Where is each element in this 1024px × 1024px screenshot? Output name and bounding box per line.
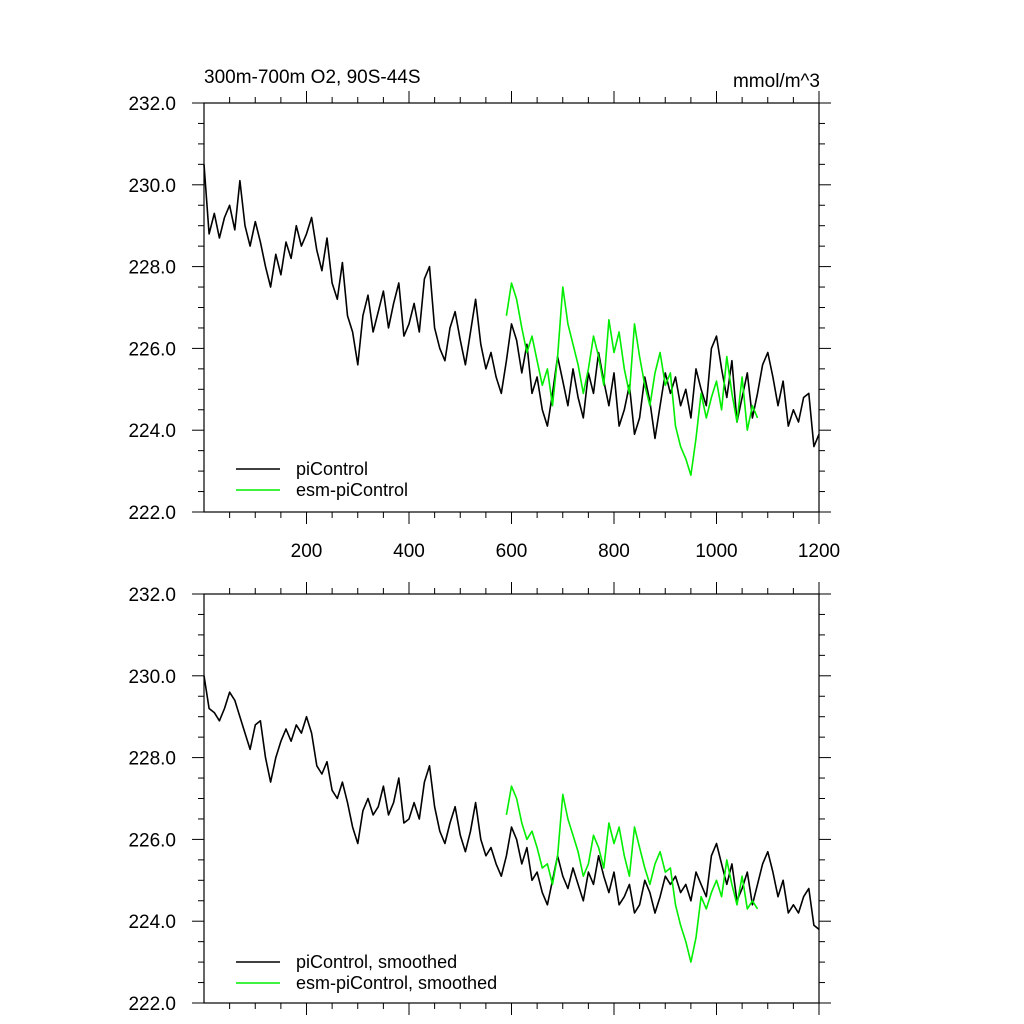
y-tick-label: 224.0 (128, 912, 176, 933)
y-tick-label: 228.0 (128, 749, 176, 770)
top-panel-y-tick-labels: 222.0 224.0 226.0 228.0 230.0 232.0 (128, 94, 176, 524)
x-tick-label: 1000 (695, 541, 737, 562)
bottom-panel-legend: piControl, smoothed esm-piControl, smoot… (236, 952, 497, 993)
bottom-panel-ticks (192, 582, 831, 1015)
bottom-panel-frame (203, 593, 820, 1004)
series-line-esm-picontrol-smoothed (505, 785, 759, 963)
y-tick-label: 232.0 (128, 585, 176, 606)
series-line-picontrol (203, 164, 820, 448)
top-panel-series (203, 164, 820, 477)
bottom-panel-y-tick-labels: 222.0 224.0 226.0 228.0 230.0 232.0 (128, 585, 176, 1015)
units-label: mmol/m^3 (733, 71, 820, 92)
top-panel: 300m-700m O2, 90S-44S mmol/m^3 222.0 224.… (128, 67, 840, 562)
y-tick-label: 228.0 (128, 258, 176, 279)
y-tick-label: 230.0 (128, 667, 176, 688)
y-tick-label: 222.0 (128, 994, 176, 1015)
y-tick-label: 224.0 (128, 421, 176, 442)
top-panel-frame (203, 102, 820, 513)
y-tick-label: 226.0 (128, 339, 176, 360)
y-tick-label: 232.0 (128, 94, 176, 115)
y-tick-label: 226.0 (128, 830, 176, 851)
series-line-picontrol-smoothed (203, 675, 820, 931)
y-tick-label: 222.0 (128, 503, 176, 524)
top-panel-x-tick-labels: 200 400 600 800 1000 1200 (291, 541, 840, 562)
x-tick-label: 200 (291, 541, 323, 562)
legend-label-picontrol-smoothed: piControl, smoothed (296, 952, 457, 972)
bottom-panel: 222.0 224.0 226.0 228.0 230.0 232.0 piControl… (128, 582, 831, 1015)
top-panel-ticks (192, 91, 831, 524)
top-panel-legend: piControl esm-piControl (236, 459, 408, 500)
series-line-esm-picontrol (505, 282, 759, 477)
x-tick-label: 1200 (798, 541, 840, 562)
x-tick-label: 400 (393, 541, 425, 562)
legend-label-esm-picontrol-smoothed: esm-piControl, smoothed (296, 973, 497, 993)
chart-title: 300m-700m O2, 90S-44S (204, 67, 421, 88)
bottom-panel-series (203, 675, 820, 963)
legend-label-esm-picontrol: esm-piControl (296, 480, 408, 500)
x-tick-label: 600 (496, 541, 528, 562)
legend-label-picontrol: piControl (296, 459, 368, 479)
y-tick-label: 230.0 (128, 176, 176, 197)
x-tick-label: 800 (598, 541, 630, 562)
